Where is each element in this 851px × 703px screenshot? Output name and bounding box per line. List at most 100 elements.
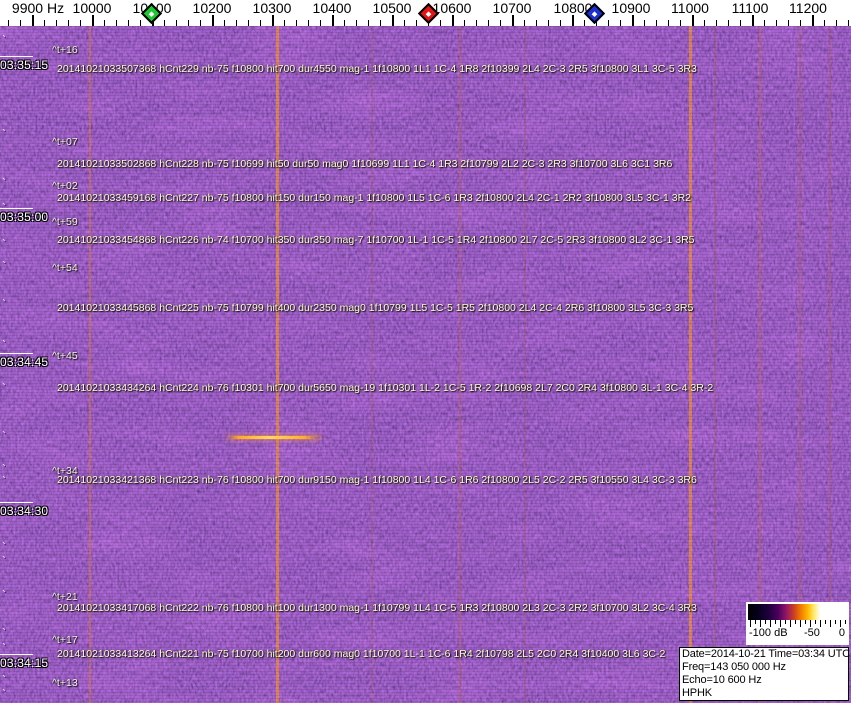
event-data-line: 20141021033417068 hCnt222 nb-76 f10800 h… <box>57 602 697 614</box>
ruler-tick-mark <box>104 20 105 26</box>
scale-label-max: 0 <box>838 627 845 639</box>
ruler-tick-mark <box>92 15 94 26</box>
date-time-line: Date=2014-10-21 Time=03:34 UTC <box>682 648 850 660</box>
time-axis-label: 03:35:00 <box>0 208 48 224</box>
scale-tick-mark <box>775 620 776 624</box>
scale-label-min: -100 dB <box>749 627 788 639</box>
event-time-marker: ^t+45 <box>52 350 78 362</box>
time-tick-line <box>0 208 33 209</box>
time-tick-line <box>0 654 33 655</box>
ruler-tick-mark <box>824 20 825 26</box>
ruler-frequency-label: 10900 <box>611 0 651 16</box>
ruler-tick-mark <box>212 15 214 26</box>
ruler-tick-mark <box>500 20 501 26</box>
ruler-tick-mark <box>440 20 441 26</box>
scale-tick-mark <box>790 620 791 627</box>
time-tick-line <box>0 353 33 354</box>
time-minor-tick: ` <box>2 297 6 311</box>
ruler-tick-mark <box>632 15 634 26</box>
time-minor-tick: ` <box>2 33 6 47</box>
time-minor-tick: ` <box>2 338 6 352</box>
scale-tick-mark <box>785 620 786 624</box>
time-minor-tick: ` <box>2 673 6 687</box>
ruler-frequency-label: 11000 <box>671 0 709 16</box>
time-minor-tick: ` <box>2 626 6 640</box>
meteor-echo-trace <box>228 436 320 439</box>
ruler-tick-mark <box>728 20 729 26</box>
ruler-tick-mark <box>68 20 69 26</box>
ruler-tick-mark <box>668 20 669 26</box>
ruler-tick-mark <box>548 20 549 26</box>
ruler-tick-mark <box>560 20 561 26</box>
ruler-frequency-label: 10400 <box>312 0 352 16</box>
event-time-marker: ^t+02 <box>52 180 78 192</box>
ruler-tick-mark <box>224 20 225 26</box>
ruler-tick-mark <box>332 15 334 26</box>
ruler-tick-mark <box>512 15 514 26</box>
event-time-marker: ^t+34 <box>52 465 78 477</box>
ruler-tick-mark <box>308 20 309 26</box>
scale-tick-mark <box>820 620 821 627</box>
time-axis-label: 03:35:15 <box>0 56 48 72</box>
ruler-tick-mark <box>188 20 189 26</box>
scale-tick-mark <box>800 620 801 627</box>
ruler-tick-mark <box>572 15 574 26</box>
ruler-tick-mark <box>584 20 585 26</box>
time-minor-tick: ` <box>2 687 6 701</box>
ruler-frequency-label: 11200 <box>789 0 827 16</box>
time-tick-line <box>0 56 33 57</box>
ruler-tick-mark <box>800 20 801 26</box>
ruler-frequency-label: 10500 <box>372 0 412 16</box>
ruler-tick-mark <box>140 20 141 26</box>
scale-ticks <box>748 620 847 628</box>
ruler-tick-mark <box>464 20 465 26</box>
ruler-tick-mark <box>524 20 525 26</box>
ruler-tick-mark <box>416 20 417 26</box>
time-minor-tick: ` <box>2 259 6 273</box>
time-minor-tick: ` <box>2 429 6 443</box>
ruler-tick-mark <box>176 20 177 26</box>
event-data-line: 20141021033413264 hCnt221 nb-75 f10700 h… <box>57 648 666 660</box>
time-minor-tick: ` <box>2 641 6 655</box>
event-time-marker: ^t+54 <box>52 262 78 274</box>
scale-tick-mark <box>845 620 846 624</box>
ruler-frequency-label: 10700 <box>492 0 532 16</box>
ruler-tick-mark <box>260 20 261 26</box>
ruler-tick-mark <box>248 20 249 26</box>
time-axis-label: 03:34:30 <box>0 502 48 518</box>
time-label-text: 03:34:15 <box>0 656 49 670</box>
ruler-tick-mark <box>776 20 777 26</box>
ruler-tick-mark <box>296 20 297 26</box>
event-data-line: 20141021033507368 hCnt229 nb-75 f10800 h… <box>57 63 697 75</box>
ruler-tick-mark <box>404 20 405 26</box>
ruler-tick-mark <box>764 20 765 26</box>
ruler-tick-mark <box>200 20 201 26</box>
event-data-line: 20141021033459168 hCnt227 nb-75 f10800 h… <box>57 192 691 204</box>
spectrogram-texture-layer <box>0 26 851 703</box>
scale-tick-mark <box>770 620 771 627</box>
ruler-tick-mark <box>452 15 454 26</box>
time-minor-tick: ` <box>2 381 6 395</box>
scale-tick-mark <box>835 620 836 624</box>
time-minor-tick: ` <box>2 474 6 488</box>
time-minor-tick: ` <box>2 588 6 602</box>
time-axis-label: 03:34:15 <box>0 654 48 670</box>
ruler-tick-mark <box>380 20 381 26</box>
time-axis-label: 03:34:45 <box>0 353 48 369</box>
time-label-text: 03:35:00 <box>0 210 49 224</box>
ruler-frequency-label: 9900 Hz <box>11 0 65 16</box>
ruler-tick-mark <box>320 20 321 26</box>
event-time-marker: ^t+21 <box>52 591 78 603</box>
frequency-line: Freq=143 050 000 Hz <box>682 661 786 673</box>
ruler-tick-mark <box>236 20 237 26</box>
ruler-tick-mark <box>488 20 489 26</box>
event-data-line: 20141021033454868 hCnt226 nb-74 f10700 h… <box>57 234 695 246</box>
event-time-marker: ^t+17 <box>52 634 78 646</box>
status-info-box: Date=2014-10-21 Time=03:34 UTC Freq=143 … <box>679 647 850 701</box>
ruler-tick-mark <box>8 20 9 26</box>
ruler-tick-mark <box>128 20 129 26</box>
time-minor-tick: ` <box>2 201 6 215</box>
event-data-line: 20141021033434264 hCnt224 nb-76 f10301 h… <box>57 382 714 394</box>
ruler-tick-mark <box>704 20 705 26</box>
